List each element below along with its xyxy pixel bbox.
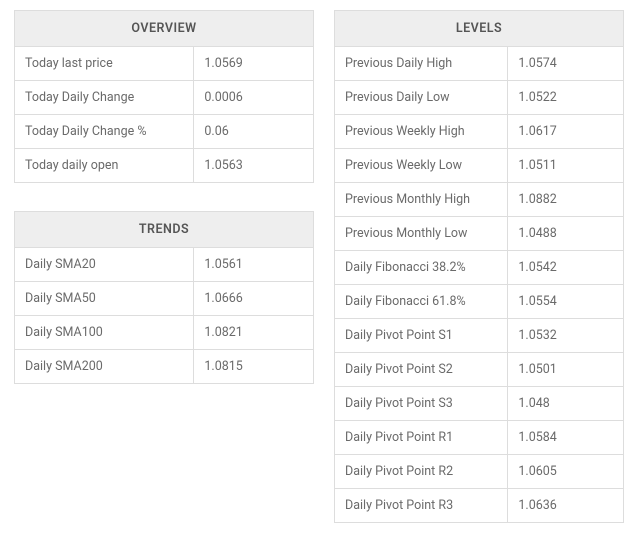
row-label: Today daily open — [15, 149, 194, 183]
row-value: 1.0636 — [508, 489, 624, 523]
levels-table: LEVELS Previous Daily High1.0574Previous… — [334, 10, 624, 523]
row-value: 1.0488 — [508, 217, 624, 251]
row-label: Today Daily Change % — [15, 115, 194, 149]
table-row: Today daily open1.0563 — [15, 149, 314, 183]
row-value: 1.0617 — [508, 115, 624, 149]
row-label: Daily SMA50 — [15, 282, 194, 316]
row-label: Previous Weekly Low — [335, 149, 508, 183]
row-label: Daily Pivot Point R1 — [335, 421, 508, 455]
row-label: Daily SMA100 — [15, 316, 194, 350]
row-value: 0.0006 — [194, 81, 314, 115]
row-label: Daily Pivot Point R2 — [335, 455, 508, 489]
table-row: Previous Monthly High1.0882 — [335, 183, 624, 217]
overview-table: OVERVIEW Today last price1.0569Today Dai… — [14, 10, 314, 183]
table-row: Daily Pivot Point S31.048 — [335, 387, 624, 421]
overview-body: Today last price1.0569Today Daily Change… — [15, 47, 314, 183]
row-value: 1.0511 — [508, 149, 624, 183]
levels-body: Previous Daily High1.0574Previous Daily … — [335, 47, 624, 523]
row-label: Today last price — [15, 47, 194, 81]
row-label: Daily SMA20 — [15, 248, 194, 282]
row-value: 1.0815 — [194, 350, 314, 384]
row-value: 1.0501 — [508, 353, 624, 387]
row-label: Daily Fibonacci 38.2% — [335, 251, 508, 285]
row-value: 1.0561 — [194, 248, 314, 282]
row-value: 1.0542 — [508, 251, 624, 285]
row-label: Previous Monthly High — [335, 183, 508, 217]
table-row: Today Daily Change0.0006 — [15, 81, 314, 115]
table-row: Daily SMA2001.0815 — [15, 350, 314, 384]
row-value: 1.0569 — [194, 47, 314, 81]
levels-title: LEVELS — [335, 11, 624, 47]
row-label: Daily Pivot Point S2 — [335, 353, 508, 387]
row-value: 1.0532 — [508, 319, 624, 353]
trends-table: TRENDS Daily SMA201.0561Daily SMA501.066… — [14, 211, 314, 384]
table-row: Previous Daily High1.0574 — [335, 47, 624, 81]
row-label: Daily SMA200 — [15, 350, 194, 384]
row-label: Previous Weekly High — [335, 115, 508, 149]
row-label: Today Daily Change — [15, 81, 194, 115]
dashboard-root: OVERVIEW Today last price1.0569Today Dai… — [0, 0, 643, 551]
table-row: Previous Monthly Low1.0488 — [335, 217, 624, 251]
table-row: Daily Pivot Point S21.0501 — [335, 353, 624, 387]
table-row: Previous Weekly Low1.0511 — [335, 149, 624, 183]
table-row: Daily SMA1001.0821 — [15, 316, 314, 350]
row-label: Daily Pivot Point S3 — [335, 387, 508, 421]
row-label: Daily Pivot Point S1 — [335, 319, 508, 353]
row-value: 1.0522 — [508, 81, 624, 115]
row-label: Daily Pivot Point R3 — [335, 489, 508, 523]
table-row: Daily Pivot Point R21.0605 — [335, 455, 624, 489]
row-value: 1.0882 — [508, 183, 624, 217]
row-value: 1.0605 — [508, 455, 624, 489]
row-label: Previous Daily Low — [335, 81, 508, 115]
row-value: 1.0554 — [508, 285, 624, 319]
table-row: Previous Daily Low1.0522 — [335, 81, 624, 115]
table-row: Daily Pivot Point R11.0584 — [335, 421, 624, 455]
row-label: Previous Monthly Low — [335, 217, 508, 251]
table-row: Today Daily Change %0.06 — [15, 115, 314, 149]
table-row: Daily Fibonacci 61.8%1.0554 — [335, 285, 624, 319]
row-label: Daily Fibonacci 61.8% — [335, 285, 508, 319]
row-value: 0.06 — [194, 115, 314, 149]
table-row: Daily Pivot Point R31.0636 — [335, 489, 624, 523]
trends-title: TRENDS — [15, 212, 314, 248]
left-column: OVERVIEW Today last price1.0569Today Dai… — [14, 10, 314, 384]
right-column: LEVELS Previous Daily High1.0574Previous… — [334, 10, 624, 523]
row-value: 1.0584 — [508, 421, 624, 455]
table-row: Today last price1.0569 — [15, 47, 314, 81]
table-row: Daily SMA201.0561 — [15, 248, 314, 282]
table-row: Daily Pivot Point S11.0532 — [335, 319, 624, 353]
table-row: Previous Weekly High1.0617 — [335, 115, 624, 149]
row-value: 1.0574 — [508, 47, 624, 81]
table-row: Daily SMA501.0666 — [15, 282, 314, 316]
row-value: 1.048 — [508, 387, 624, 421]
row-label: Previous Daily High — [335, 47, 508, 81]
trends-body: Daily SMA201.0561Daily SMA501.0666Daily … — [15, 248, 314, 384]
row-value: 1.0666 — [194, 282, 314, 316]
overview-title: OVERVIEW — [15, 11, 314, 47]
table-row: Daily Fibonacci 38.2%1.0542 — [335, 251, 624, 285]
row-value: 1.0821 — [194, 316, 314, 350]
row-value: 1.0563 — [194, 149, 314, 183]
